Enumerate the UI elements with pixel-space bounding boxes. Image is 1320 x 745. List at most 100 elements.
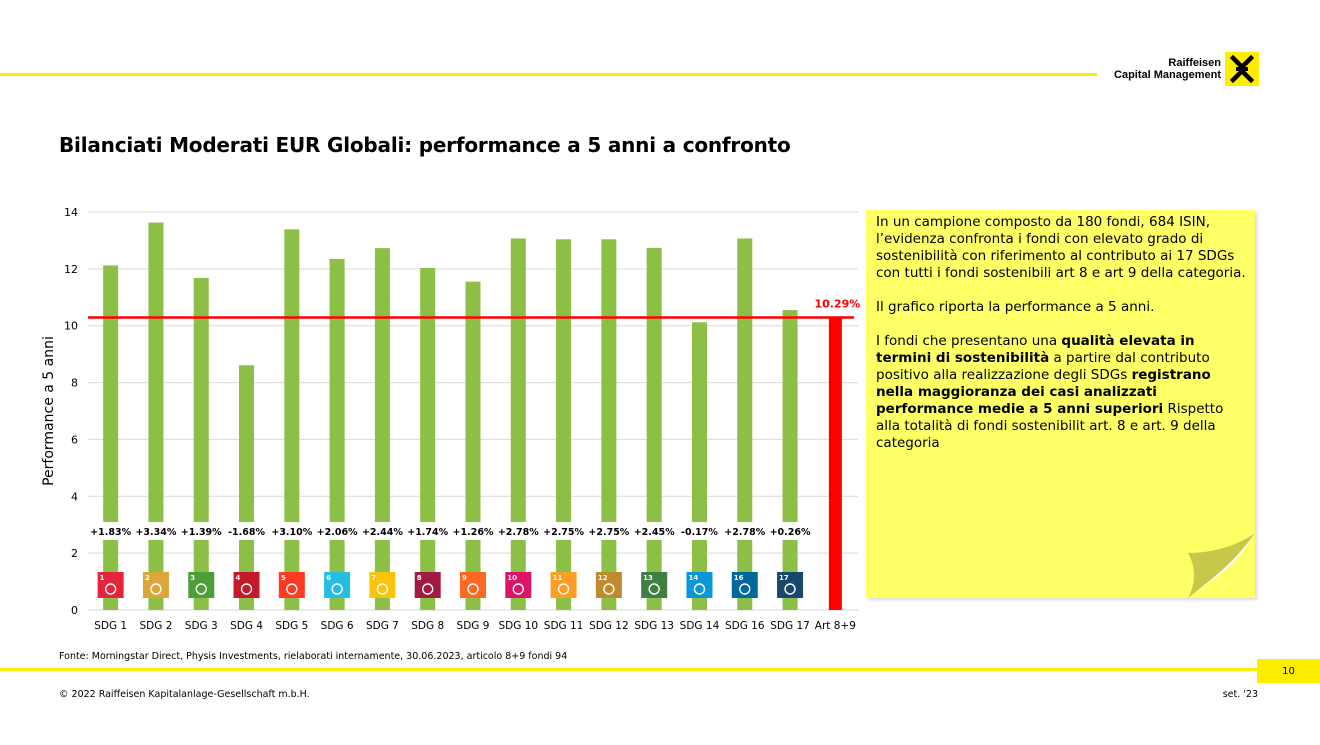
bar xyxy=(691,322,707,610)
y-tick-label: 14 xyxy=(64,206,78,219)
note-paragraph-2: Il grafico riporta la performance a 5 an… xyxy=(876,299,1155,315)
x-tick-label: SDG 16 xyxy=(725,620,765,632)
diff-label-bg xyxy=(633,522,676,540)
x-tick-label: SDG 2 xyxy=(139,620,172,632)
y-tick-label: 10 xyxy=(64,320,78,333)
sdg-icon-symbol xyxy=(648,583,660,595)
diff-label: +3.34% xyxy=(135,527,176,538)
sdg-icon-number: 9 xyxy=(462,574,467,582)
diff-label: -0.17% xyxy=(681,527,718,538)
sdg-icon-number: 7 xyxy=(371,574,376,582)
x-tick-label: SDG 1 xyxy=(94,620,127,632)
y-axis-label: Performance a 5 anni xyxy=(41,336,57,486)
diff-label: +2.75% xyxy=(543,527,584,538)
x-tick-label: SDG 5 xyxy=(275,620,308,632)
diff-label: +1.83% xyxy=(90,527,131,538)
logo-text: Raiffeisen Capital Management xyxy=(1114,57,1221,81)
sdg-icon-symbol xyxy=(422,583,434,595)
bar xyxy=(828,317,842,610)
y-tick-label: 8 xyxy=(71,377,78,390)
sdg-icon-number: 17 xyxy=(779,574,789,582)
diff-label-bg xyxy=(134,522,177,540)
bar xyxy=(239,365,255,610)
y-tick-label: 6 xyxy=(71,433,78,446)
bar xyxy=(646,247,662,610)
diff-label-bg xyxy=(678,522,721,540)
x-tick-label: SDG 4 xyxy=(230,620,263,632)
sdg-icon-symbol xyxy=(784,583,796,595)
bar xyxy=(601,239,617,610)
x-tick-label: SDG 17 xyxy=(770,620,810,632)
x-tick-label: SDG 7 xyxy=(366,620,399,632)
diff-label: +2.78% xyxy=(498,527,539,538)
diff-label: -1.68% xyxy=(228,527,265,538)
sdg-icon-number: 11 xyxy=(553,574,563,582)
x-tick-label: SDG 11 xyxy=(544,620,584,632)
diff-label-bg xyxy=(316,522,359,540)
copyright: © 2022 Raiffeisen Kapitalanlage-Gesellsc… xyxy=(59,689,310,700)
note-text: In un campione composto da 180 fondi, 68… xyxy=(876,214,1246,469)
sdg-icon-number: 8 xyxy=(417,574,422,582)
diff-label-bg xyxy=(180,522,223,540)
sdg-icon-number: 13 xyxy=(643,574,653,582)
bar xyxy=(556,239,572,610)
sdg-icon-symbol xyxy=(150,583,162,595)
diff-label: +2.78% xyxy=(724,527,765,538)
sdg-icon-symbol xyxy=(240,583,253,595)
raiffeisen-logo: Raiffeisen Capital Management xyxy=(1105,52,1265,86)
sdg-icon-symbol xyxy=(331,583,343,595)
x-tick-label: Art 8+9 xyxy=(815,620,856,632)
logo-line-2: Capital Management xyxy=(1114,69,1221,81)
x-tick-label: SDG 13 xyxy=(634,620,674,632)
diff-label: +2.06% xyxy=(317,527,358,538)
x-tick-label: SDG 12 xyxy=(589,620,629,632)
sdg-icon-number: 3 xyxy=(190,574,195,582)
diff-label: +2.75% xyxy=(588,527,629,538)
reference-label: 10.29% xyxy=(814,297,860,310)
diff-label: +3.10% xyxy=(271,527,312,538)
y-tick-label: 2 xyxy=(71,547,78,560)
sdg-icon-number: 14 xyxy=(688,574,698,582)
bar xyxy=(737,238,753,610)
sdg-icon-number: 16 xyxy=(734,574,744,582)
diff-label-bg xyxy=(587,522,630,540)
bar xyxy=(465,281,481,610)
diff-label-bg xyxy=(225,522,268,540)
sdg-icon-symbol xyxy=(557,583,570,595)
header-divider xyxy=(0,73,1097,76)
sticky-note xyxy=(866,210,1255,598)
note-paragraph-1: In un campione composto da 180 fondi, 68… xyxy=(876,214,1246,281)
x-tick-label: SDG 6 xyxy=(321,620,354,632)
x-tick-label: SDG 9 xyxy=(457,620,490,632)
diff-label-bg xyxy=(89,522,132,540)
diff-label-bg xyxy=(769,522,812,540)
bar xyxy=(510,238,526,610)
bar xyxy=(782,310,798,610)
y-tick-label: 12 xyxy=(64,263,78,276)
x-tick-label: SDG 14 xyxy=(680,620,720,632)
bar xyxy=(329,258,345,610)
page-title: Bilanciati Moderati EUR Globali: perform… xyxy=(59,133,791,157)
source-note: Fonte: Morningstar Direct, Physis Invest… xyxy=(59,651,568,662)
diff-label: +1.26% xyxy=(453,527,494,538)
sdg-icon-number: 2 xyxy=(145,574,150,582)
date: set. '23 xyxy=(1222,689,1258,700)
sdg-icon-symbol xyxy=(603,583,615,595)
sdg-icon-number: 10 xyxy=(507,574,517,582)
x-tick-label: SDG 8 xyxy=(411,620,444,632)
sdg-icon-symbol xyxy=(739,583,751,595)
sdg-icon-number: 4 xyxy=(236,574,241,582)
sdg-icon-symbol xyxy=(286,583,298,595)
note-paragraph-3: I fondi che presentano una qualità eleva… xyxy=(876,333,1224,451)
y-tick-label: 0 xyxy=(71,604,78,617)
sdg-icon-number: 1 xyxy=(100,574,105,582)
bar xyxy=(193,277,209,610)
diff-label: +1.74% xyxy=(407,527,448,538)
diff-label-bg xyxy=(452,522,494,540)
bar xyxy=(284,229,300,610)
diff-label-bg xyxy=(270,522,313,540)
bar xyxy=(374,248,390,610)
sdg-icon-number: 5 xyxy=(281,574,286,582)
sdg-icon-symbol xyxy=(195,583,207,595)
